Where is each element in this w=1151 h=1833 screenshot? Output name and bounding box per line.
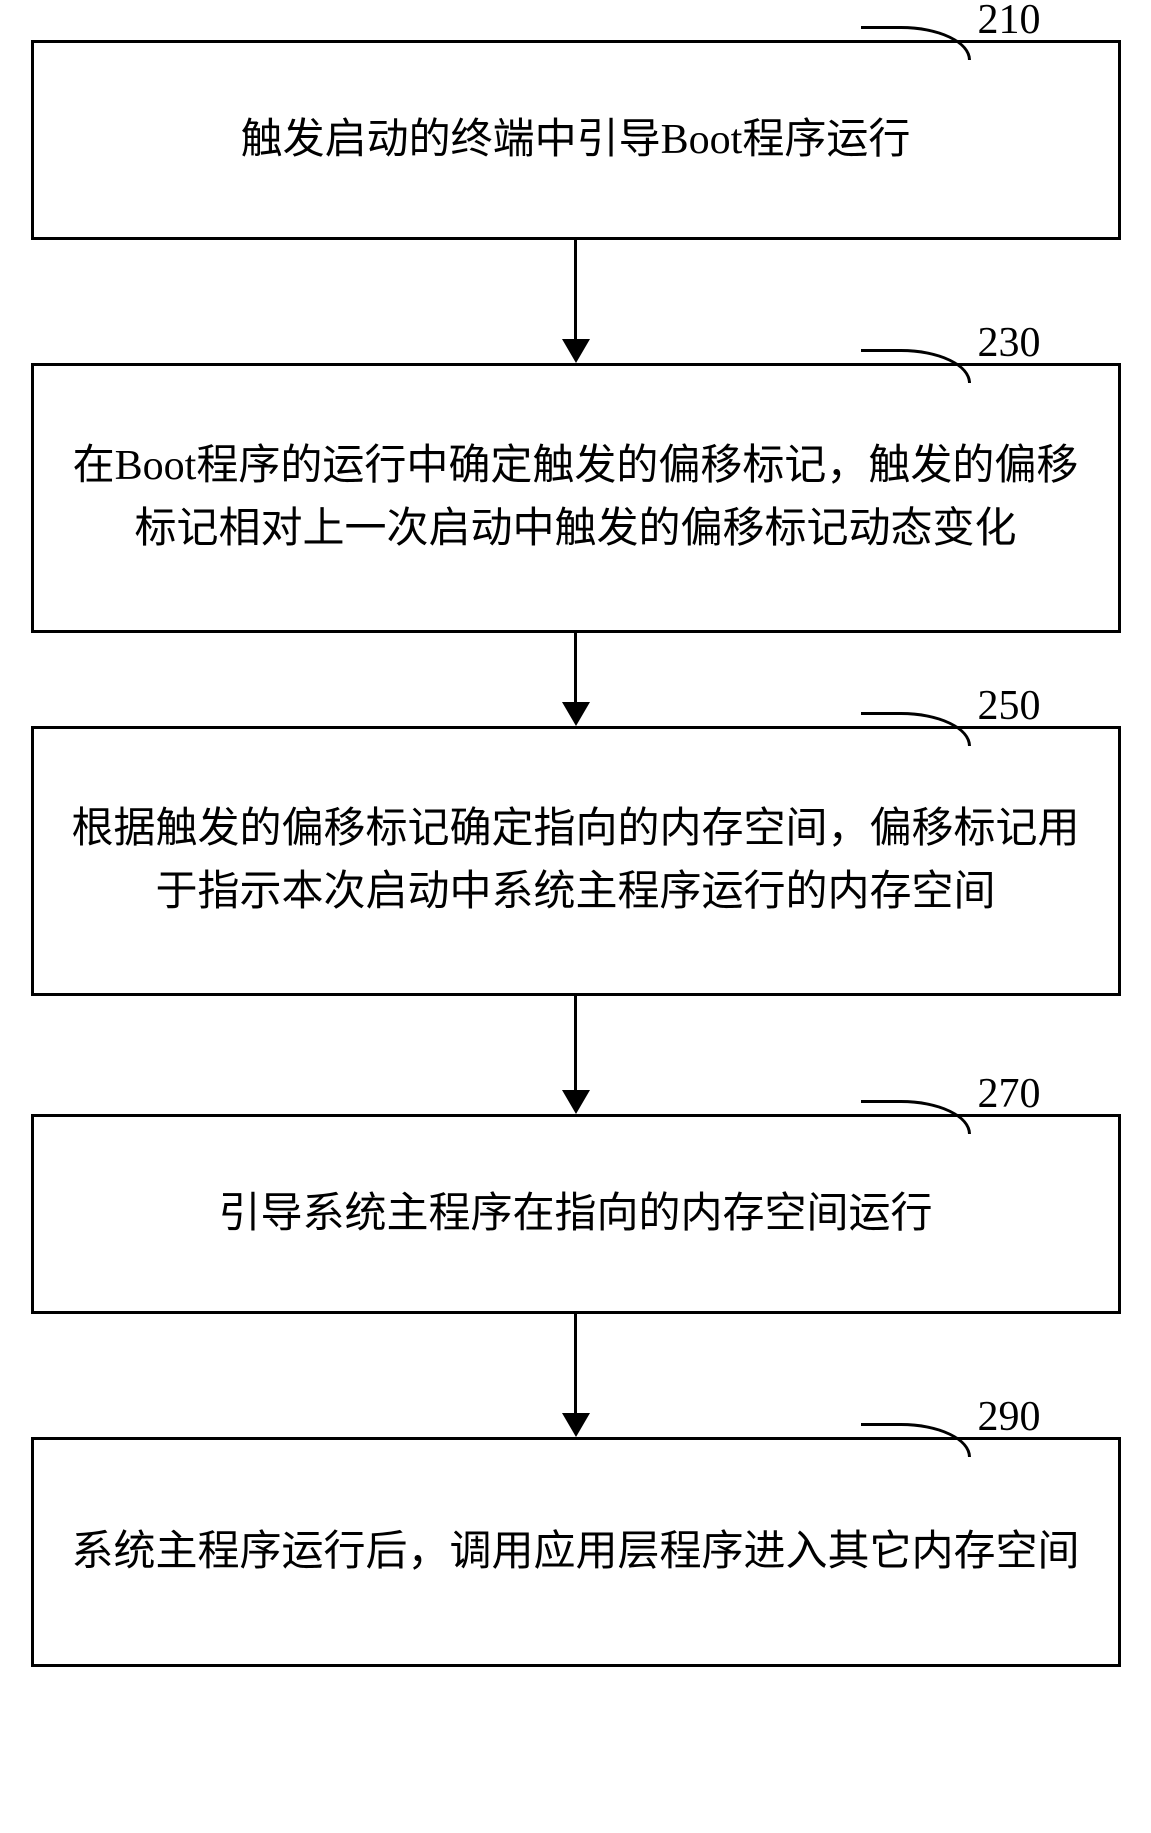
step-label: 230 — [978, 319, 1041, 367]
step-label-connector — [861, 1100, 971, 1134]
arrow-shaft — [574, 1314, 577, 1414]
step-box: 系统主程序运行后，调用应用层程序进入其它内存空间 — [31, 1437, 1121, 1667]
step-label: 290 — [978, 1393, 1041, 1441]
flowchart-step-230: 230在Boot程序的运行中确定触发的偏移标记，触发的偏移标记相对上一次启动中触… — [31, 363, 1121, 633]
flowchart-step-290: 290系统主程序运行后，调用应用层程序进入其它内存空间 — [31, 1437, 1121, 1667]
step-label-connector — [861, 26, 971, 60]
step-label-connector — [861, 712, 971, 746]
step-box: 触发启动的终端中引导Boot程序运行 — [31, 40, 1121, 240]
arrow-head-icon — [562, 1090, 590, 1114]
flowchart-step-270: 270引导系统主程序在指向的内存空间运行 — [31, 1114, 1121, 1314]
flow-arrow — [562, 996, 590, 1114]
step-box: 在Boot程序的运行中确定触发的偏移标记，触发的偏移标记相对上一次启动中触发的偏… — [31, 363, 1121, 633]
flow-arrow — [562, 633, 590, 726]
step-label-connector — [861, 1423, 971, 1457]
step-box: 引导系统主程序在指向的内存空间运行 — [31, 1114, 1121, 1314]
flowchart-step-210: 210触发启动的终端中引导Boot程序运行 — [31, 40, 1121, 240]
flowchart-step-250: 250根据触发的偏移标记确定指向的内存空间，偏移标记用于指示本次启动中系统主程序… — [31, 726, 1121, 996]
flowchart-container: 210触发启动的终端中引导Boot程序运行 230在Boot程序的运行中确定触发的… — [31, 40, 1121, 1667]
flow-arrow — [562, 1314, 590, 1437]
arrow-head-icon — [562, 702, 590, 726]
flow-arrow — [562, 240, 590, 363]
step-label: 270 — [978, 1070, 1041, 1118]
step-box: 根据触发的偏移标记确定指向的内存空间，偏移标记用于指示本次启动中系统主程序运行的… — [31, 726, 1121, 996]
step-label-connector — [861, 349, 971, 383]
arrow-head-icon — [562, 1413, 590, 1437]
step-label: 210 — [978, 0, 1041, 44]
step-label: 250 — [978, 682, 1041, 730]
arrow-shaft — [574, 240, 577, 340]
arrow-shaft — [574, 633, 577, 703]
arrow-head-icon — [562, 339, 590, 363]
arrow-shaft — [574, 996, 577, 1091]
